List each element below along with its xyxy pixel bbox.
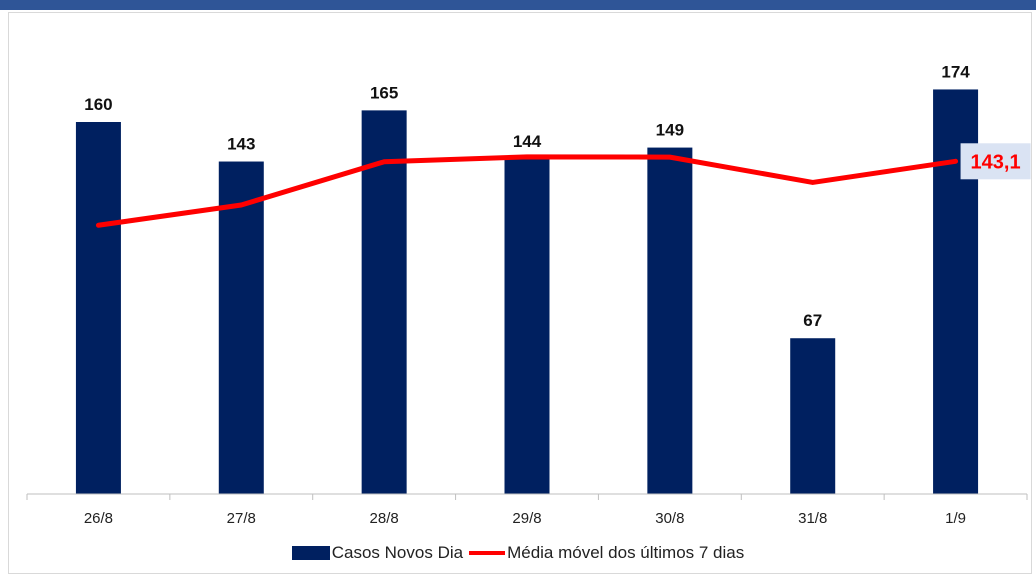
bar-28-8 [361, 110, 407, 494]
line-end-label-box [960, 143, 1031, 180]
x-tick-labels-layer: 26/8 27/8 28/8 29/8 30/8 31/8 1/9 [84, 510, 966, 527]
x-tick-label: 30/8 [655, 510, 684, 527]
line-end-label: 143,1 [971, 151, 1021, 173]
legend-line-swatch [469, 551, 506, 555]
x-tick-label: 29/8 [512, 510, 541, 527]
bar-26-8 [75, 122, 121, 494]
bar-value-label: 144 [513, 132, 542, 151]
bar-labels-layer: 160 143 165 144 149 67 174 [84, 62, 970, 330]
bar-31-8 [790, 338, 836, 494]
x-ticks-layer [26, 494, 1028, 500]
legend-entry-bars: Casos Novos Dia [291, 543, 464, 563]
moving-average-line [95, 154, 959, 228]
legend-line-label: Média móvel dos últimos 7 dias [507, 543, 745, 562]
legend-bar-label: Casos Novos Dia [331, 543, 464, 562]
x-tick-label: 27/8 [227, 510, 256, 527]
bar-29-8 [504, 159, 550, 494]
bar-value-label: 165 [370, 83, 398, 102]
bar-27-8 [218, 161, 264, 494]
bar-value-label: 160 [84, 95, 112, 114]
legend-entry-line: Média móvel dos últimos 7 dias [463, 543, 744, 563]
legend-bar-swatch [291, 546, 330, 560]
x-tick-label: 28/8 [370, 510, 399, 527]
chart-frame [8, 12, 1032, 574]
bar-value-label: 67 [803, 311, 822, 330]
bar-value-label: 143 [227, 135, 255, 154]
line-layer [95, 154, 959, 228]
bar-value-label: 174 [941, 62, 970, 81]
top-header-band [0, 0, 1036, 10]
x-tick-label: 26/8 [84, 510, 113, 527]
x-tick-label: 1/9 [945, 510, 966, 527]
combo-chart: 160 143 165 144 149 67 174 26/8 27/8 28/8 29/8 30/… [26, 62, 1031, 527]
x-tick-label: 31/8 [798, 510, 827, 527]
bar-30-8 [647, 147, 693, 494]
line-label-layer: 143,1 [960, 143, 1031, 180]
legend: Casos Novos Dia Média móvel dos últimos … [0, 540, 1036, 566]
bar-value-label: 149 [656, 121, 684, 140]
